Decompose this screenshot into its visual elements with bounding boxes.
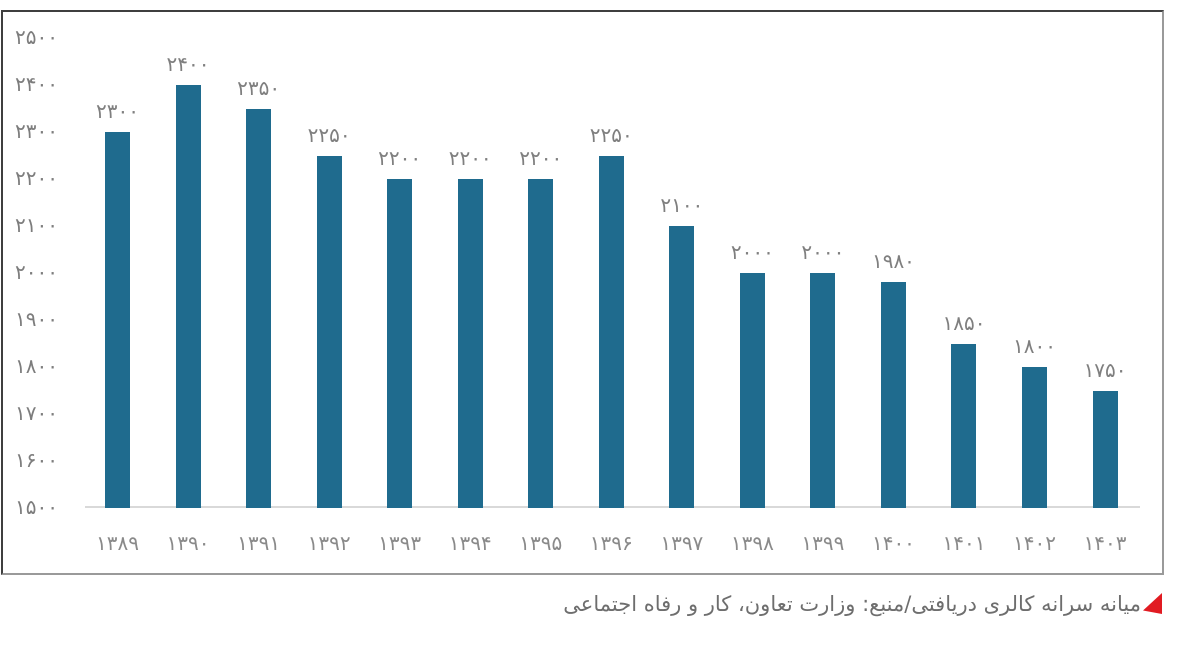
bar <box>457 179 483 508</box>
x-tick-label: ۱۴۰۱ <box>942 531 986 555</box>
bar-value-label: ۱۸۵۰ <box>942 310 986 335</box>
bar-value-label: ۲۰۰۰ <box>730 240 774 264</box>
bar <box>175 85 201 508</box>
y-tick-label: ۲۳۰۰ <box>15 119 58 144</box>
x-tick-label: ۱۳۹۳ <box>378 531 422 555</box>
x-tick-label: ۱۳۹۹ <box>801 531 845 555</box>
bar-value-label: ۲۴۰۰ <box>166 52 210 76</box>
source-caption: میانه سرانه کالری دریافتی/منبع: وزارت تع… <box>563 592 1163 616</box>
y-tick-label: ۲۱۰۰ <box>15 213 58 238</box>
x-tick-label: ۱۳۹۱ <box>237 531 281 555</box>
bar <box>105 132 130 508</box>
y-tick-label: ۲۵۰۰ <box>15 25 58 50</box>
bar <box>246 108 272 508</box>
y-tick-label: ۲۰۰۰ <box>15 260 58 285</box>
source-caption-text: میانه سرانه کالری دریافتی/منبع: وزارت تع… <box>563 592 1141 616</box>
bar-value-label: ۲۲۵۰ <box>589 122 633 147</box>
y-tick-label: ۲۲۰۰ <box>15 166 58 191</box>
bar-value-label: ۲۲۰۰ <box>448 146 492 170</box>
bar-value-label: ۲۲۰۰ <box>519 146 563 170</box>
x-tick-label: ۱۴۰۰ <box>871 531 915 555</box>
x-tick-label: ۱۴۰۳ <box>1083 531 1127 555</box>
x-tick-label: ۱۳۹۸ <box>730 531 774 555</box>
bar-value-label: ۲۱۰۰ <box>660 193 704 217</box>
x-tick-label: ۱۳۹۴ <box>448 531 492 555</box>
bar <box>669 226 695 508</box>
brand-triangle-icon <box>1143 593 1163 615</box>
bar-value-label: ۱۸۰۰ <box>1013 334 1056 358</box>
bar <box>1092 390 1118 508</box>
y-tick-label: ۱۵۰۰ <box>15 495 58 520</box>
bar <box>598 155 624 508</box>
bar <box>316 155 342 508</box>
bar-value-label: ۲۳۵۰ <box>237 75 281 100</box>
bar-value-label: ۲۳۰۰ <box>96 99 139 123</box>
bar <box>1022 367 1048 508</box>
x-tick-label: ۱۳۹۷ <box>660 531 704 555</box>
bar-value-label: ۲۲۵۰ <box>307 122 351 147</box>
bar <box>387 179 413 508</box>
bar-value-label: ۱۷۵۰ <box>1083 357 1127 382</box>
y-tick-label: ۱۸۰۰ <box>15 354 58 379</box>
bar <box>880 282 906 508</box>
x-tick-label: ۱۳۹۰ <box>166 531 210 555</box>
x-tick-label: ۱۳۹۵ <box>519 531 563 555</box>
bar <box>739 273 765 508</box>
bar-value-label: ۱۹۸۰ <box>871 249 915 274</box>
bar-value-label: ۲۲۰۰ <box>378 146 422 170</box>
y-tick-label: ۱۷۰۰ <box>15 401 58 426</box>
y-tick-label: ۱۶۰۰ <box>15 448 58 473</box>
x-tick-label: ۱۳۹۶ <box>589 531 633 555</box>
x-tick-label: ۱۳۸۹ <box>96 531 139 555</box>
x-tick-label: ۱۴۰۲ <box>1013 531 1056 555</box>
y-tick-label: ۲۴۰۰ <box>15 72 58 97</box>
x-tick-label: ۱۳۹۲ <box>307 531 351 555</box>
bar <box>528 179 554 508</box>
bar <box>951 343 977 508</box>
y-tick-label: ۱۹۰۰ <box>15 307 58 332</box>
bar-value-label: ۲۰۰۰ <box>801 240 845 264</box>
bar <box>810 273 836 508</box>
